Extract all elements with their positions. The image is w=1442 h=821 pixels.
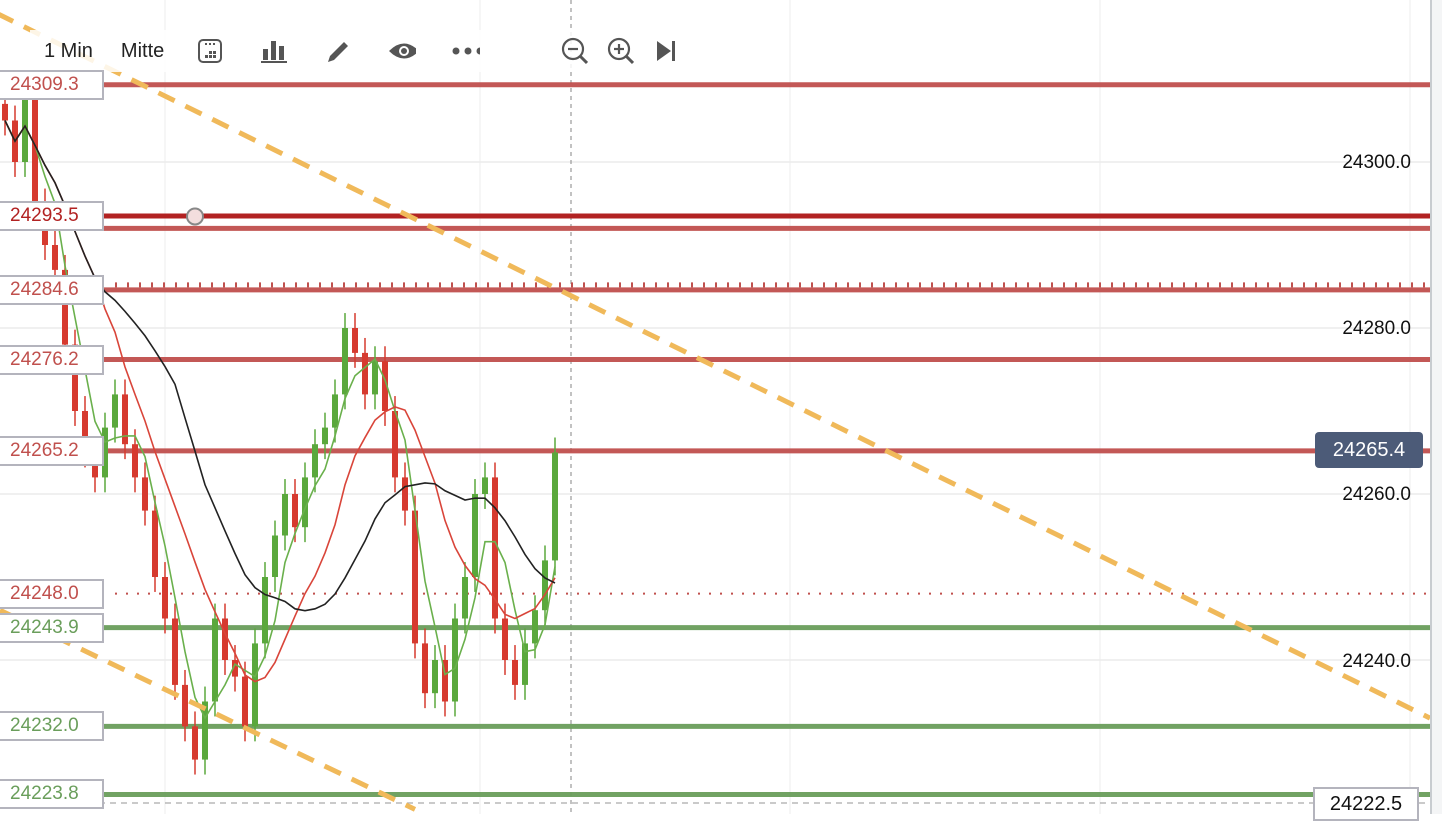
candle-body (272, 535, 278, 577)
candle-body (202, 701, 208, 760)
current-price-tag: 24265.4 (1315, 432, 1423, 468)
candle-body (232, 660, 238, 677)
candle-body (502, 618, 508, 660)
pencil-icon[interactable] (324, 37, 352, 65)
candle-body (522, 643, 528, 685)
candle-body (552, 452, 558, 561)
price-mode-selector[interactable]: Mitte (120, 39, 165, 62)
more-icon[interactable] (452, 37, 481, 65)
candle-body (472, 494, 478, 577)
candle-body (352, 328, 358, 353)
candle-body (122, 394, 128, 445)
candle-body (62, 269, 68, 345)
candle-body (512, 660, 518, 685)
candle-body (192, 726, 198, 760)
zoom-in-icon[interactable] (606, 37, 635, 65)
candle-body (142, 477, 148, 511)
candle-body (542, 560, 548, 611)
candle-body (282, 494, 288, 536)
level-price-label[interactable]: 24293.5 (0, 200, 104, 231)
level-price-label[interactable]: 24223.8 (0, 779, 104, 810)
candle-body (312, 444, 318, 478)
trend-line (0, 12, 1432, 721)
chart-toolbar: 1 Min Mitte (30, 30, 699, 72)
candle-body (262, 577, 268, 644)
candle-body (332, 394, 338, 428)
candle-body (112, 394, 118, 428)
zoom-out-icon[interactable] (560, 37, 589, 65)
candle-body (452, 618, 458, 702)
moving-average-fast (4, 120, 556, 720)
price-tick: 24280.0 (1342, 318, 1411, 339)
candle-body (302, 477, 308, 528)
candle-body (52, 245, 58, 270)
candle-body (32, 95, 38, 204)
candle-body (252, 643, 258, 727)
candle-body (102, 427, 108, 478)
candle-body (22, 95, 28, 162)
candle-body (362, 352, 368, 395)
candle-body (462, 577, 468, 619)
candle-body (222, 618, 228, 660)
level-price-label[interactable]: 24248.0 (0, 578, 104, 609)
price-tick: 24300.0 (1342, 152, 1411, 173)
candle-body (152, 510, 158, 577)
level-price-label[interactable]: 24276.2 (0, 344, 104, 375)
candle-body (382, 361, 388, 411)
price-tick: 24260.0 (1342, 484, 1411, 505)
candle-body (402, 477, 408, 511)
candle-body (2, 103, 8, 121)
eye-icon[interactable] (388, 37, 417, 65)
candle-body (242, 676, 248, 727)
skip-to-end-icon[interactable] (652, 37, 680, 65)
candle-body (212, 618, 218, 702)
candle-body (532, 610, 538, 644)
candle-body (422, 643, 428, 694)
candle-body (432, 660, 438, 694)
level-price-label[interactable]: 24232.0 (0, 711, 104, 742)
candle-body (132, 444, 138, 478)
candle-body (72, 344, 78, 411)
price-tick: 24240.0 (1342, 651, 1411, 672)
candle-body (392, 411, 398, 478)
candle-body (322, 427, 328, 445)
level-price-label[interactable]: 24284.6 (0, 274, 104, 305)
level-price-label[interactable]: 24243.9 (0, 612, 104, 643)
crosshair-price-tag: 24222.5 (1313, 787, 1419, 821)
interval-selector[interactable]: 1 Min (44, 39, 93, 62)
candle-body (172, 618, 178, 685)
candle-body (82, 411, 88, 453)
trend-line (0, 607, 417, 812)
calendar-icon[interactable] (196, 37, 224, 65)
candle-body (292, 494, 298, 528)
candle-body (492, 477, 498, 619)
level-price-label[interactable]: 24309.3 (0, 69, 104, 100)
candle-body (482, 477, 488, 494)
bar-chart-icon[interactable] (260, 37, 288, 65)
candle-body (372, 361, 378, 395)
price-scale-panel[interactable] (1430, 0, 1442, 814)
candle-body (182, 684, 188, 727)
candle-body (162, 577, 168, 619)
candle-body (412, 510, 418, 644)
candle-body (442, 660, 448, 702)
level-price-label[interactable]: 24265.2 (0, 435, 104, 466)
line-drag-handle[interactable] (186, 207, 204, 226)
candle-body (342, 328, 348, 395)
